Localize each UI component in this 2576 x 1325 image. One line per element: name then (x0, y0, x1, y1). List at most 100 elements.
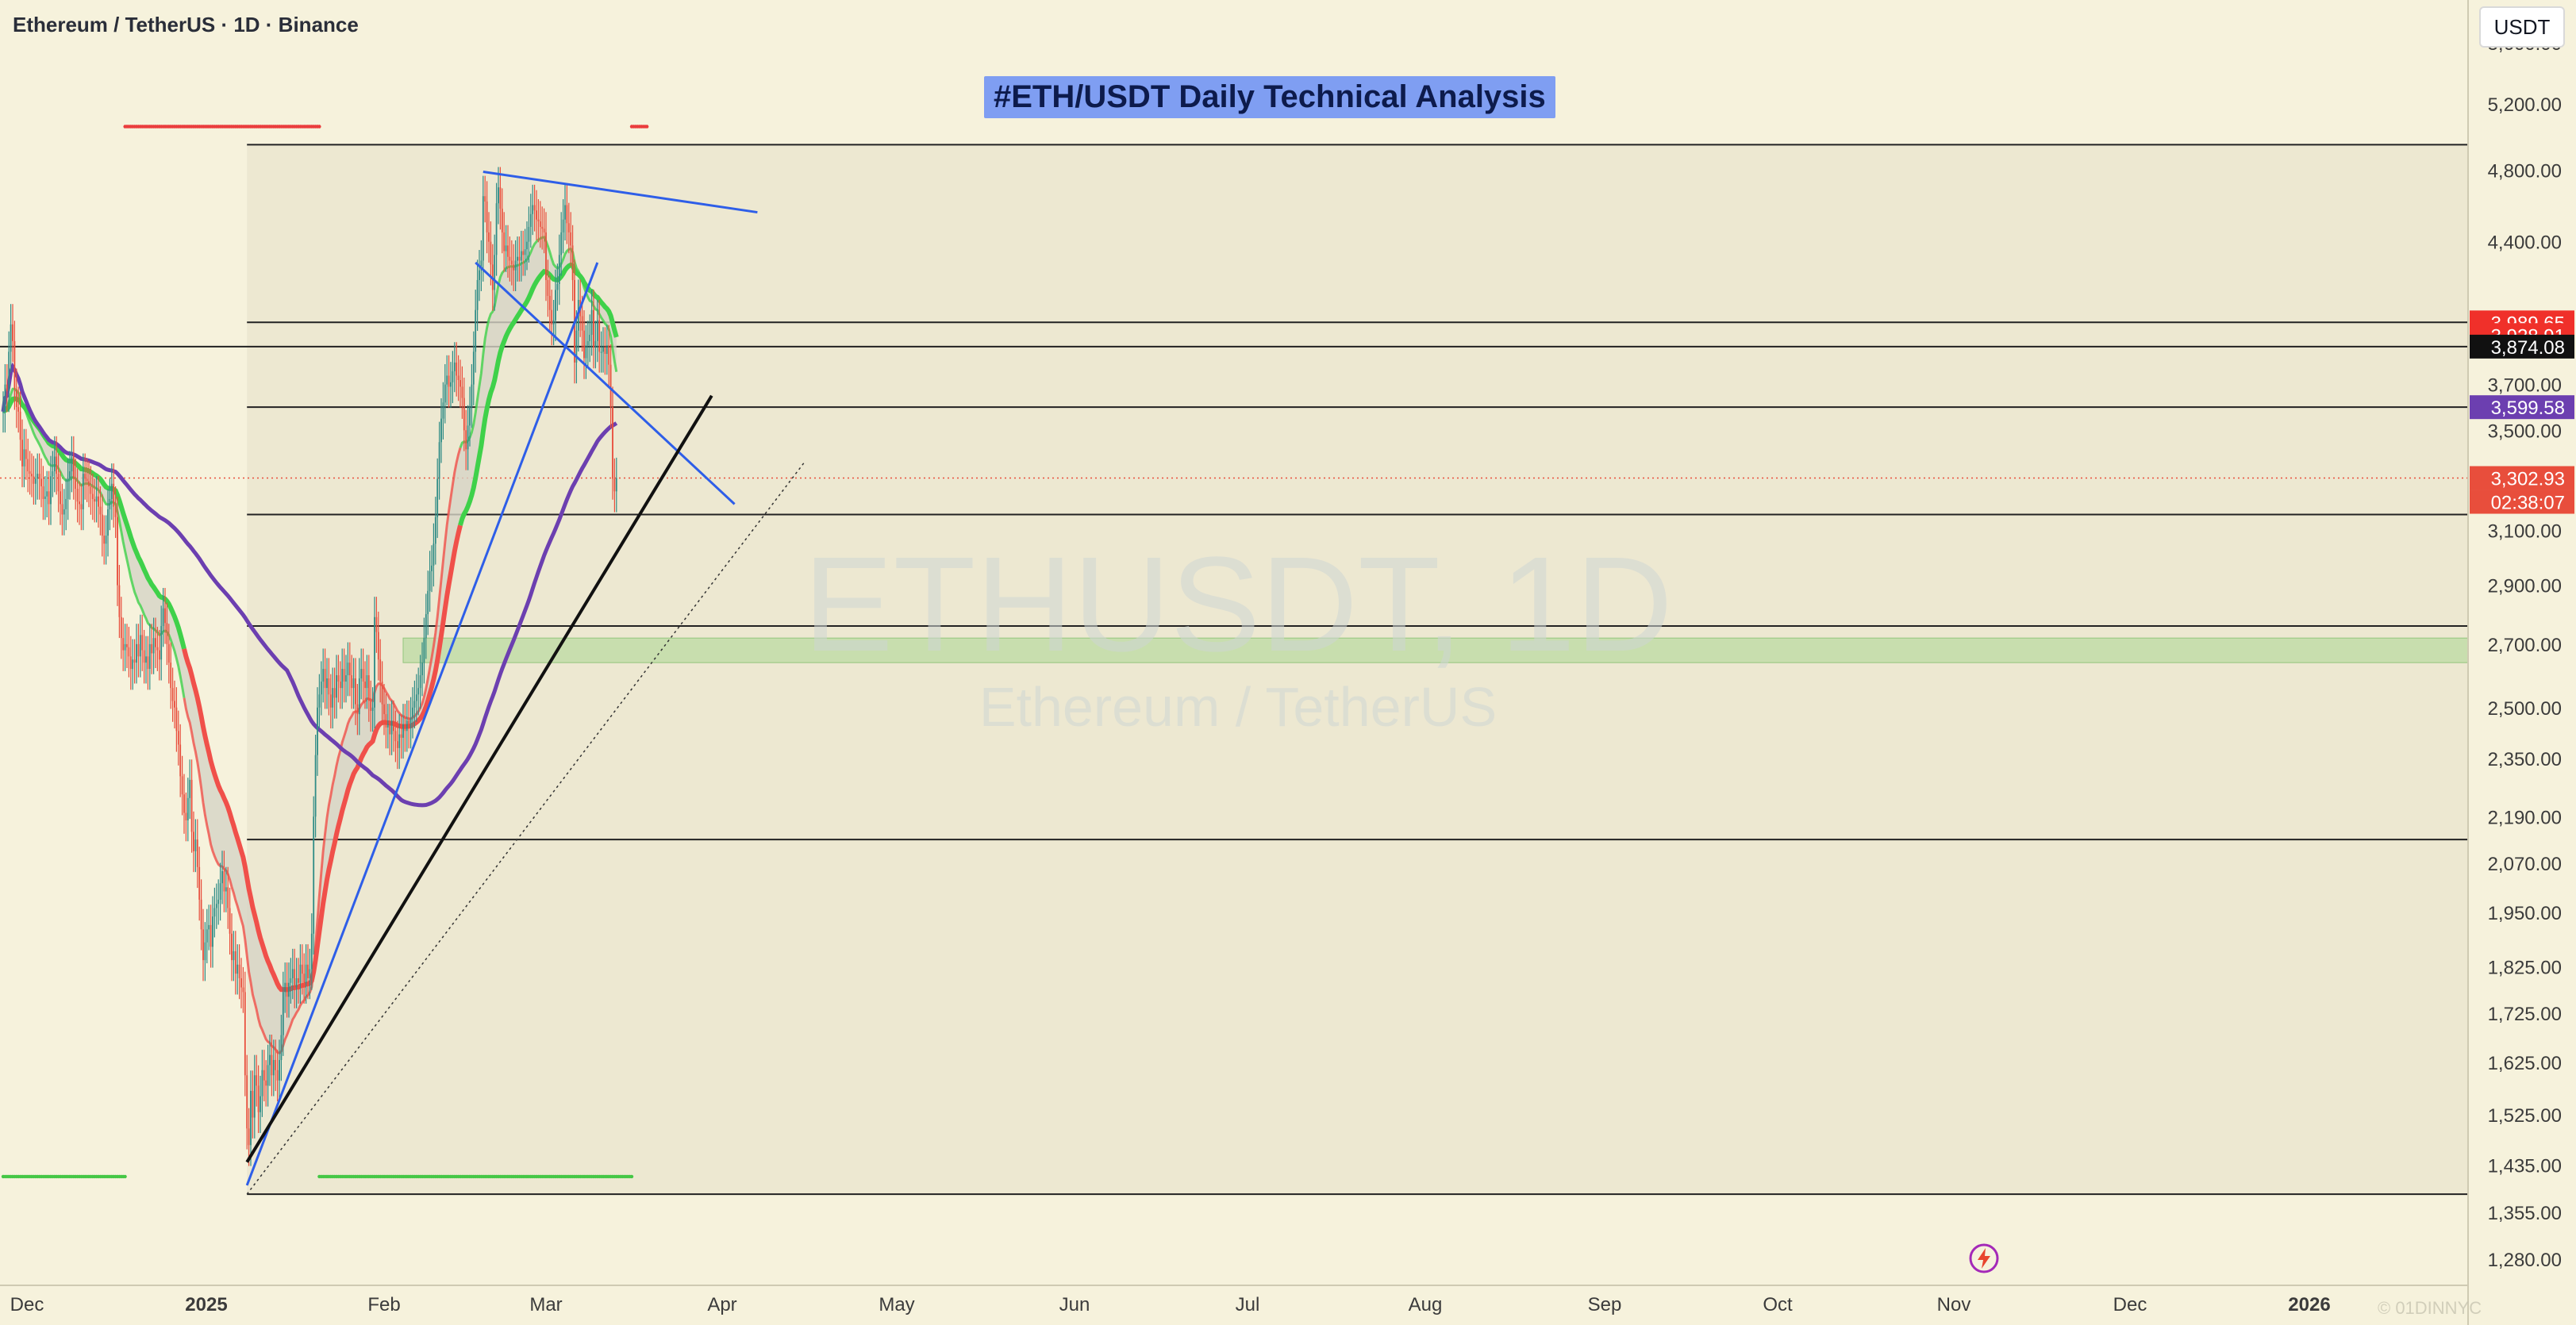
candle-body (267, 1065, 269, 1086)
candle-body (524, 249, 526, 255)
candle-body (480, 260, 483, 271)
candle-body (444, 384, 446, 403)
candle-body (366, 675, 368, 689)
candle-body (177, 731, 179, 745)
candle-body (436, 478, 439, 517)
candle-body (72, 456, 75, 479)
currency-button[interactable]: USDT (2479, 6, 2565, 48)
candle-body (34, 478, 37, 484)
candle-body (27, 459, 29, 472)
trendline-descending_resistance (483, 170, 758, 214)
candle-body (456, 362, 458, 376)
candle-body (60, 491, 61, 505)
candle-body (467, 425, 469, 450)
x-tick-label: Dec (10, 1294, 44, 1315)
candle-body (463, 398, 465, 431)
candle-body (514, 260, 517, 271)
candle-body (453, 362, 456, 371)
candle-body (381, 682, 383, 705)
candle-body (221, 870, 223, 884)
candle-body (186, 797, 189, 821)
candle-body (367, 675, 370, 701)
candle-body (167, 643, 170, 663)
signal-row (317, 1174, 634, 1179)
candle-body (152, 638, 155, 654)
candle-body (398, 734, 401, 748)
candle-body (75, 478, 77, 490)
candle-body (404, 724, 406, 732)
candle-body (488, 232, 490, 242)
candle-body (103, 536, 106, 544)
candle-body (425, 614, 427, 639)
candle-body (288, 982, 290, 997)
candle-body (120, 616, 122, 639)
author-watermark: © 01DINNYC (2378, 1298, 2482, 1318)
candle-body (560, 232, 563, 255)
candle-body (558, 255, 560, 284)
candle-body (423, 638, 425, 663)
candle-body (284, 982, 286, 993)
candle-body (179, 744, 182, 777)
candle-body (499, 187, 502, 209)
candle-body (336, 675, 337, 698)
candle-body (608, 345, 610, 365)
ma200-line (1, 362, 618, 808)
candle-body (242, 987, 244, 993)
candle-body (282, 992, 284, 1035)
candle-body (265, 1080, 267, 1086)
candle-body (213, 908, 216, 917)
candle-body (498, 187, 499, 204)
price-label: 3,874.08 (2491, 337, 2565, 359)
candle-body (148, 643, 151, 670)
candle-body (80, 504, 83, 509)
candle-body (2, 411, 4, 413)
candle-body (438, 442, 440, 479)
candle-body (129, 656, 132, 670)
trendline-rising_black (245, 394, 713, 1163)
price-label: 3,302.93 (2491, 469, 2565, 490)
candle-body (446, 375, 448, 385)
price-label-bg (2470, 395, 2574, 420)
candle-body (566, 205, 568, 224)
candle-body (541, 226, 544, 229)
candle-body (345, 675, 347, 682)
y-tick-label: 2,900.00 (2488, 576, 2562, 597)
candle-body (301, 964, 303, 974)
y-tick-label: 1,825.00 (2488, 958, 2562, 979)
candle-body (183, 794, 185, 813)
candle-body (452, 371, 454, 382)
x-tick-label: 2026 (2288, 1294, 2330, 1315)
candle-body (253, 1075, 256, 1118)
candle-body (31, 474, 33, 477)
candle-body (95, 496, 98, 502)
candle-body (533, 205, 536, 211)
candle-body (38, 474, 40, 479)
flash-icon[interactable] (1968, 1242, 2000, 1274)
candle-body (494, 255, 496, 290)
candle-body (427, 590, 429, 615)
candle-body (208, 924, 210, 930)
candle-body (189, 779, 191, 798)
y-tick-label: 1,950.00 (2488, 903, 2562, 924)
y-tick-label: 1,525.00 (2488, 1105, 2562, 1127)
signal-row (629, 125, 649, 129)
candle-body (71, 456, 73, 472)
candle-body (136, 643, 137, 663)
candle-body (204, 942, 206, 961)
candle-body (194, 839, 197, 851)
y-tick-label: 3,100.00 (2488, 520, 2562, 542)
signal-dot (645, 125, 649, 129)
candle-body (155, 638, 156, 647)
candle-body (343, 669, 345, 682)
candles (2, 167, 617, 1166)
candle-body (276, 1070, 279, 1081)
candle-body (122, 638, 125, 651)
trendline-rising_dotted (246, 461, 805, 1195)
candle-body (67, 478, 69, 499)
candle-body (181, 776, 183, 795)
candle-body (440, 418, 442, 443)
candle-body (303, 974, 306, 983)
candle-body (185, 812, 187, 821)
